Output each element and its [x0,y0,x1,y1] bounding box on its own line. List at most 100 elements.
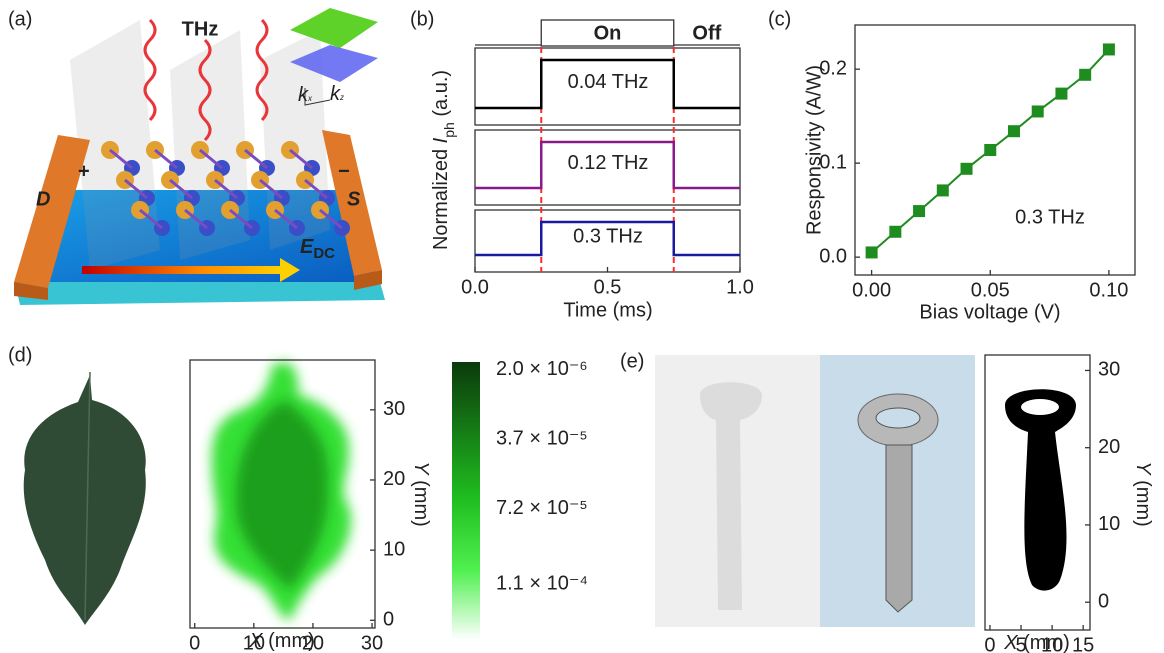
x-tick-label: 0.00 [852,279,891,301]
axis-label-part: X [248,630,263,652]
bond [214,178,238,200]
x-tick-label: 0.05 [971,279,1010,301]
electrode [14,135,90,288]
trace-frame [474,47,741,126]
gate-label: Off [692,22,721,44]
kx-label: kx [298,84,313,106]
bond [259,178,283,200]
point [984,144,997,156]
axis-label: Y (mm) [1132,461,1154,527]
x-tick-label: 10 [1041,634,1063,653]
y-tick-label: 0.2 [819,57,847,79]
colorbar [452,362,480,640]
axis-label-part: I [430,137,452,143]
field-label: EDC [300,236,335,262]
y-tick-label: 20 [1098,436,1120,458]
bond [199,148,223,170]
panel-label: (c) [768,8,791,30]
kx-symbol: k [298,84,309,106]
kx-sub: x [307,94,313,103]
plus-label: + [78,160,90,182]
plot-frame [189,359,376,629]
y-tick-label: 0.1 [819,151,847,173]
bond [319,208,343,230]
colorbar-label: 3.7 × 10⁻⁵ [496,428,588,450]
bond [139,208,163,230]
axis-label-part: Y [1132,461,1154,476]
kz-label: kz [330,83,344,105]
faint-key [700,382,762,610]
device-illustration: THz D + S − EDC kx kz [14,8,385,305]
x-tick-label: 0.5 [594,276,622,298]
x-axis-label: Time (ms) [563,299,652,321]
y-tick-label: 10 [383,538,405,560]
field-arrow-head [280,258,300,282]
thz-wave [143,18,157,122]
key-blade [885,444,913,613]
channel [15,190,380,282]
axis-label-part: Y [410,461,432,476]
point [889,225,902,238]
series-label: 0.3 THz [573,225,643,247]
point [865,246,878,259]
key-hole [875,407,921,429]
series-label: 0.04 THz [568,71,649,93]
y-tick-label: 0 [383,609,394,631]
bond [124,178,148,200]
thz-label: THz [182,18,219,40]
kz-sub: z [339,93,344,102]
y-tick-label: 20 [383,468,405,490]
point [1055,87,1068,100]
y-tick-label: 10 [1098,513,1120,535]
axis-label-part: (mm) [1018,632,1070,653]
bond [169,178,193,200]
axis-label-part: (mm) [410,475,432,527]
annotation: 0.3 THz [1015,206,1085,228]
trace [475,58,740,110]
point [1007,125,1020,138]
colorbar-label: 1.1 × 10⁻⁴ [496,573,588,595]
x-tick-label: 1.0 [726,276,754,298]
band-upper [290,8,378,48]
point [1079,68,1092,81]
axis-label-part: Normalized [430,143,452,250]
plot-frame [984,354,1091,631]
key-silhouette-hole [1021,399,1059,415]
axis-label-part: (a.u.) [430,70,452,122]
axis-label-part: X [1003,632,1018,653]
plot-frame [854,24,1136,276]
y-tick-label: 30 [1098,359,1120,381]
bond [304,178,328,200]
gate-on [540,19,675,47]
panel-label: (e) [620,350,644,372]
x-tick-label: 5 [1015,634,1026,653]
point [960,162,973,175]
thz-wave [198,38,212,142]
axis-label: X (mm) [248,630,315,652]
field-arrow [82,266,282,274]
bond [274,208,298,230]
x-tick-label: 0.0 [461,276,489,298]
heatmap-core [235,400,329,590]
gate-label: On [594,22,622,44]
point [1031,105,1044,118]
bond [109,148,133,170]
bond [289,148,313,170]
trace-frame [474,129,741,206]
axis-label-part: (mm) [1132,475,1154,527]
substrate [15,282,385,305]
band-lower [290,45,378,82]
x-tick-label: 10 [243,632,265,653]
electrode [322,130,382,276]
y-tick-label: 30 [383,398,405,420]
field-symbol: E [300,236,314,258]
thz-wave [255,18,269,122]
kz-symbol: k [330,83,341,105]
axis-label: X (mm) [1003,632,1070,653]
key-silhouette [1005,389,1076,591]
trace [475,140,740,190]
x-tick-label: 15 [1072,634,1094,653]
bond [229,208,253,230]
